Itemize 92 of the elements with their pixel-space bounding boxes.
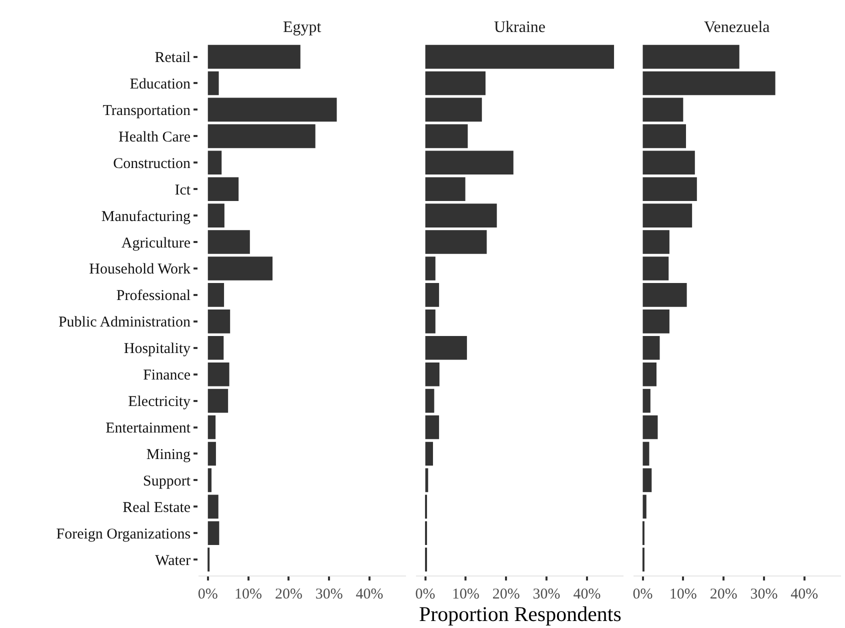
- bar: [208, 336, 224, 360]
- bar: [642, 442, 650, 466]
- bar: [642, 204, 692, 228]
- bar: [425, 71, 486, 96]
- bar: [642, 283, 687, 307]
- x-tick-label: 0%: [632, 586, 653, 602]
- bar: [208, 362, 230, 386]
- x-tick-label: 30%: [750, 586, 778, 602]
- bar: [208, 442, 216, 466]
- bar: [208, 468, 212, 492]
- bar: [208, 230, 250, 254]
- y-tick-label: Support: [143, 473, 192, 490]
- y-tick-label: Entertainment: [106, 420, 192, 437]
- x-tick-label: 40%: [573, 586, 601, 602]
- bar: [208, 150, 222, 175]
- y-tick-label: Education: [130, 76, 192, 92]
- bar: [425, 150, 514, 175]
- y-tick-label: Foreign Organizations: [56, 526, 191, 542]
- bar: [425, 336, 467, 360]
- bar: [642, 177, 697, 202]
- bar: [642, 362, 656, 386]
- bar: [208, 204, 224, 228]
- bar: [425, 204, 497, 228]
- bar: [642, 336, 660, 360]
- bar: [208, 98, 337, 122]
- y-tick-label: Water: [155, 552, 191, 569]
- bar: [425, 388, 434, 413]
- bar: [208, 71, 219, 96]
- bar: [642, 71, 776, 96]
- y-tick-label: Public Administration: [58, 314, 192, 331]
- y-tick-label: Hospitality: [124, 341, 192, 358]
- bar: [425, 98, 482, 122]
- y-tick-label: Finance: [143, 368, 191, 384]
- x-tick-label: 30%: [532, 586, 560, 602]
- x-tick-label: 20%: [274, 586, 302, 602]
- y-tick-label: Electricity: [128, 394, 192, 410]
- bar: [208, 388, 228, 413]
- bar: [642, 415, 658, 440]
- bar: [208, 124, 316, 148]
- bar: [642, 388, 650, 413]
- x-tick-label: 10%: [234, 586, 262, 602]
- x-tick-label: 20%: [492, 586, 520, 602]
- chart-title: Ukraine: [494, 19, 546, 36]
- y-tick-label: Health Care: [118, 129, 191, 146]
- x-tick-label: 0%: [198, 586, 218, 602]
- bar: [642, 494, 646, 519]
- bar: [425, 442, 433, 466]
- y-tick-label: Ict: [174, 182, 192, 198]
- bar: [425, 362, 440, 386]
- bar: [642, 310, 670, 334]
- y-tick-label: Mining: [146, 446, 192, 463]
- bar: [208, 310, 230, 334]
- bar: [208, 177, 239, 202]
- bar: [425, 256, 436, 280]
- bar: [642, 150, 695, 175]
- y-tick-label: Retail: [154, 50, 191, 66]
- x-tick-label: 10%: [452, 586, 480, 602]
- bar: [425, 124, 468, 148]
- x-tick-label: 40%: [790, 586, 818, 602]
- y-tick-label: Real Estate: [122, 500, 191, 516]
- bar: [642, 256, 669, 280]
- x-tick-label: 40%: [356, 586, 384, 602]
- bar: [425, 310, 436, 334]
- x-tick-label: 20%: [710, 586, 738, 602]
- bar: [208, 44, 300, 69]
- bar: [642, 124, 686, 148]
- chart-title: Venezuela: [704, 19, 770, 36]
- y-tick-label: Construction: [113, 156, 192, 172]
- bar: [642, 468, 652, 492]
- bar: [642, 98, 684, 122]
- bar: [208, 415, 216, 440]
- x-axis-title: Proportion Respondents: [419, 602, 622, 626]
- y-tick-label: Agriculture: [121, 235, 191, 252]
- bar: [642, 230, 670, 254]
- bar: [208, 521, 220, 546]
- bar: [642, 44, 740, 69]
- x-tick-label: 30%: [315, 586, 343, 602]
- bar: [425, 415, 440, 440]
- y-tick-label: Manufacturing: [101, 208, 192, 225]
- bar: [425, 177, 466, 202]
- bar: [425, 283, 440, 307]
- chart-title: Egypt: [283, 19, 322, 36]
- x-tick-label: 10%: [669, 586, 697, 602]
- bar: [425, 230, 487, 254]
- bar: [208, 494, 218, 519]
- bar: [208, 256, 273, 280]
- x-tick-label: 0%: [415, 586, 436, 602]
- y-tick-label: Household Work: [89, 262, 192, 278]
- bar: [425, 44, 614, 69]
- bar: [208, 283, 224, 307]
- y-tick-label: Transportation: [102, 102, 192, 119]
- y-tick-label: Professional: [116, 288, 191, 304]
